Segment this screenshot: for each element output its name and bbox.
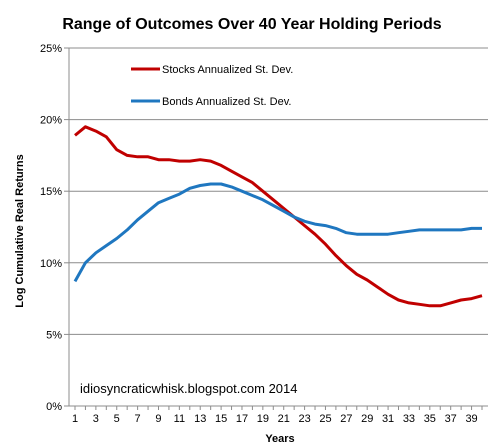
x-tick-label: 25 — [319, 413, 331, 425]
x-tick-label: 39 — [465, 413, 477, 425]
x-tick-label: 13 — [194, 413, 206, 425]
x-tick-label: 11 — [174, 413, 185, 425]
x-tick-label: 37 — [445, 413, 457, 425]
x-tick-label: 27 — [340, 413, 352, 425]
x-tick-label: 7 — [135, 413, 141, 425]
series-lines — [73, 125, 483, 308]
x-tick-label: 21 — [278, 413, 290, 425]
y-tick-label: 25% — [40, 43, 62, 55]
y-tick-label: 10% — [40, 258, 62, 270]
y-tick-label: 5% — [46, 329, 62, 341]
gridlines — [69, 47, 488, 335]
x-tick-label: 33 — [403, 413, 415, 425]
x-axis-ticks: 1 3 5 7 9 11 13 15 17 19 21 23 25 27 29 31 33 35 37 39 — [72, 406, 483, 425]
legend-label: Stocks Annualized St. Dev. — [162, 64, 293, 76]
y-tick-label: 0% — [46, 401, 62, 413]
chart-title: Range of Outcomes Over 40 Year Holding P… — [62, 16, 441, 33]
x-tick-label: 3 — [93, 413, 99, 425]
x-tick-label: 5 — [114, 413, 120, 425]
y-tick-label: 20% — [40, 115, 62, 127]
y-axis-ticks: 0% 5% 10% 15% 20% 25% — [40, 43, 69, 413]
x-tick-label: 23 — [298, 413, 310, 425]
x-tick-label: 17 — [236, 413, 248, 425]
x-axis-label: Years — [265, 433, 294, 445]
x-tick-label: 19 — [257, 413, 269, 425]
y-tick-label: 15% — [40, 186, 62, 198]
axes — [68, 48, 488, 407]
series-line-bonds — [73, 182, 482, 283]
source-annotation: idiosyncraticwhisk.blogspot.com 2014 — [80, 381, 298, 396]
x-tick-label: 15 — [215, 413, 227, 425]
x-tick-label: 35 — [424, 413, 436, 425]
x-tick-label: 29 — [361, 413, 373, 425]
x-tick-label: 9 — [155, 413, 161, 425]
y-axis-label: Log Cumulative Real Returns — [14, 154, 26, 307]
series-line-stocks — [74, 125, 483, 308]
legend: Stocks Annualized St. Dev. Bonds Annualiz… — [131, 64, 293, 108]
x-tick-label: 1 — [72, 413, 78, 425]
x-tick-label: 31 — [382, 413, 394, 425]
legend-label: Bonds Annualized St. Dev. — [162, 96, 291, 108]
